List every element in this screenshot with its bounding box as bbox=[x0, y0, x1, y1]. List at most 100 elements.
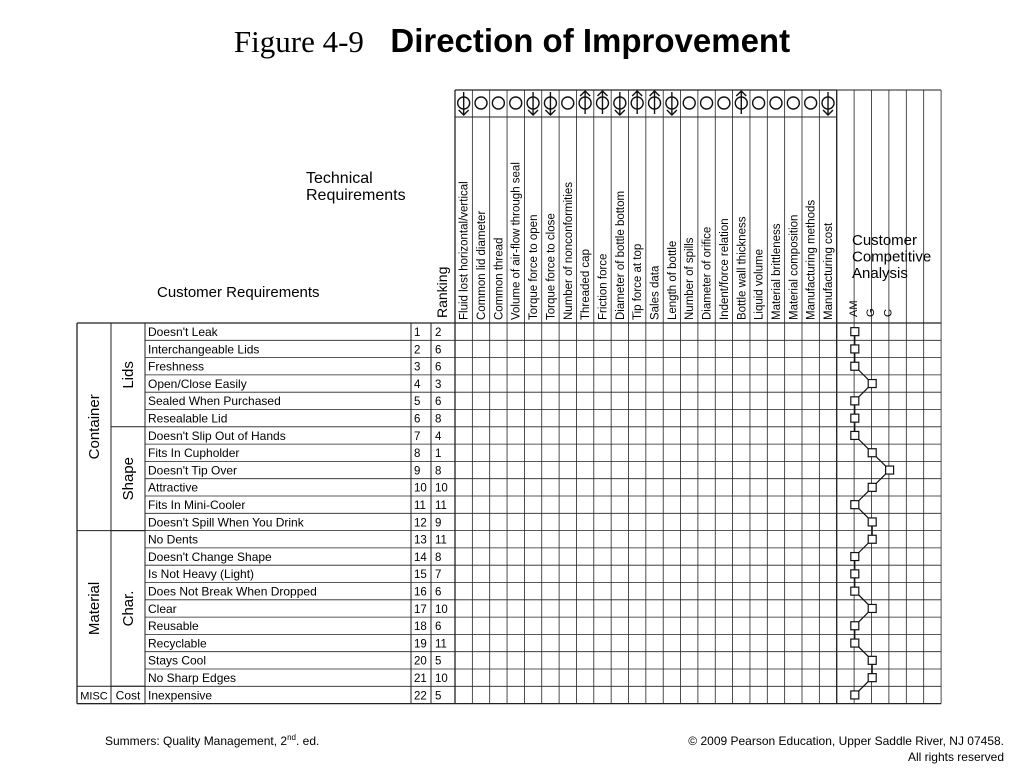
requirement-number: 18 bbox=[414, 621, 427, 633]
requirement-rank: 6 bbox=[435, 344, 441, 356]
competitive-rating-marker bbox=[850, 396, 860, 406]
competitive-profile-line bbox=[853, 331, 891, 696]
customer-requirement-name: No Dents bbox=[148, 533, 198, 547]
competitor-label: C bbox=[883, 309, 895, 317]
arrow-down bbox=[614, 92, 626, 116]
competitor-label: AM bbox=[848, 301, 860, 318]
requirement-rank: 6 bbox=[435, 621, 441, 633]
requirement-number: 21 bbox=[414, 673, 427, 685]
tech-requirement-label: Material brittleness bbox=[771, 223, 783, 320]
tech-requirement-label: Volume of air-flow through seal bbox=[511, 162, 523, 320]
requirement-number: 5 bbox=[414, 396, 420, 408]
customer-requirement-name: Clear bbox=[148, 602, 177, 616]
target-circle bbox=[803, 96, 818, 110]
arrow-down bbox=[822, 92, 834, 116]
inner-group-label: Char. bbox=[120, 591, 137, 627]
tech-requirement-label: Friction force bbox=[597, 254, 609, 320]
inner-group-label: Cost bbox=[116, 688, 141, 702]
requirement-rank: 6 bbox=[435, 587, 441, 599]
outer-group-label: Material bbox=[86, 582, 103, 635]
tech-requirement-label: Diameter of orifice bbox=[702, 227, 714, 320]
competitive-analysis-label-line: Analysis bbox=[852, 265, 908, 282]
tech-requirement-label: Threaded cap bbox=[580, 249, 592, 320]
competitive-rating-marker bbox=[850, 413, 860, 423]
competitive-rating-marker bbox=[850, 586, 860, 596]
customer-requirement-name: Sealed When Purchased bbox=[148, 394, 281, 408]
arrow-up bbox=[631, 90, 643, 114]
requirement-rank: 8 bbox=[435, 414, 441, 426]
competitive-rating-marker bbox=[850, 690, 860, 700]
customer-requirements-label: Customer Requirements bbox=[157, 284, 320, 301]
direction-symbol-target bbox=[561, 96, 575, 110]
customer-requirement-name: Fits In Cupholder bbox=[148, 446, 239, 460]
competitor-label: G bbox=[865, 308, 877, 317]
customer-requirement-name: Attractive bbox=[148, 481, 198, 495]
footer-copyright-line1: © 2009 Pearson Education, Upper Saddle R… bbox=[688, 734, 1004, 748]
tech-requirement-label: Common thread bbox=[493, 238, 505, 320]
competitive-rating-marker bbox=[867, 603, 877, 614]
technical-requirements-label-line1: Technical bbox=[306, 170, 373, 187]
requirement-number: 3 bbox=[414, 362, 420, 374]
figure-number: Figure 4-9 bbox=[233, 24, 364, 59]
arrow-down bbox=[544, 92, 556, 116]
requirement-number: 9 bbox=[414, 465, 420, 477]
competitive-rating-marker bbox=[850, 361, 860, 371]
direction-symbol-target bbox=[682, 96, 696, 110]
arrow-up bbox=[579, 90, 591, 114]
tech-requirement-label: Bottle wall thickness bbox=[736, 216, 748, 320]
direction-symbol-target bbox=[474, 96, 488, 110]
requirement-rank: 11 bbox=[435, 500, 447, 512]
tech-requirement-label: Number of spills bbox=[684, 237, 696, 320]
target-circle bbox=[491, 96, 506, 110]
tech-requirement-label: Material composition bbox=[788, 215, 800, 320]
customer-requirement-name: Doesn't Spill When You Drink bbox=[148, 515, 305, 529]
competitive-rating-marker bbox=[867, 517, 877, 527]
direction-symbol-target-down bbox=[543, 92, 558, 116]
requirement-rank: 8 bbox=[435, 552, 441, 564]
footer-source: Summers: Quality Management, 2nd. ed. bbox=[105, 733, 319, 748]
competitive-rating-marker bbox=[850, 638, 860, 648]
customer-requirement-name: Recyclable bbox=[148, 636, 207, 650]
requirement-number: 16 bbox=[414, 587, 427, 599]
direction-symbol-target-up bbox=[595, 90, 610, 114]
requirement-number: 10 bbox=[414, 483, 427, 495]
requirement-number: 8 bbox=[414, 448, 420, 460]
target-circle bbox=[786, 96, 801, 110]
tech-requirement-label: Tip force at top bbox=[632, 244, 644, 320]
tech-requirement-label: Number of nonconformities bbox=[563, 182, 575, 320]
requirement-number: 2 bbox=[414, 344, 420, 356]
customer-requirement-name: Interchangeable Lids bbox=[148, 342, 259, 356]
direction-symbol-target bbox=[491, 96, 506, 110]
customer-requirement-name: No Sharp Edges bbox=[148, 671, 236, 685]
requirement-number: 17 bbox=[414, 604, 427, 616]
customer-requirement-name: Inexpensive bbox=[148, 688, 212, 702]
requirement-number: 7 bbox=[414, 431, 420, 443]
target-circle bbox=[751, 96, 766, 110]
figure-heading: Direction of Improvement bbox=[390, 22, 791, 59]
requirement-rank: 8 bbox=[435, 465, 441, 477]
requirement-rank: 9 bbox=[435, 517, 441, 529]
competitive-rating-marker bbox=[867, 378, 877, 389]
customer-requirement-name: Doesn't Leak bbox=[148, 325, 219, 339]
requirement-rank: 10 bbox=[435, 604, 448, 616]
competitive-rating-marker bbox=[850, 430, 860, 441]
requirement-number: 13 bbox=[414, 535, 427, 547]
direction-symbol-target bbox=[717, 96, 731, 110]
requirement-rank: 2 bbox=[435, 327, 441, 339]
tech-requirement-label: Sales data bbox=[650, 265, 662, 320]
arrow-up bbox=[596, 90, 608, 114]
competitive-rating-marker bbox=[867, 534, 877, 544]
customer-requirement-name: Doesn't Tip Over bbox=[148, 463, 237, 477]
customer-requirement-name: Does Not Break When Dropped bbox=[148, 585, 317, 599]
requirement-rank: 4 bbox=[435, 431, 442, 443]
requirement-rank: 6 bbox=[435, 362, 441, 374]
requirement-rank: 6 bbox=[435, 396, 441, 408]
outer-group-label: Container bbox=[86, 394, 103, 459]
direction-symbol-target bbox=[699, 96, 714, 110]
target-circle bbox=[769, 96, 783, 110]
inner-group-label: Shape bbox=[120, 457, 137, 500]
customer-requirement-name: Reusable bbox=[148, 619, 199, 633]
requirement-number: 6 bbox=[414, 414, 420, 426]
arrow-up bbox=[649, 90, 661, 114]
requirement-number: 14 bbox=[414, 552, 427, 564]
